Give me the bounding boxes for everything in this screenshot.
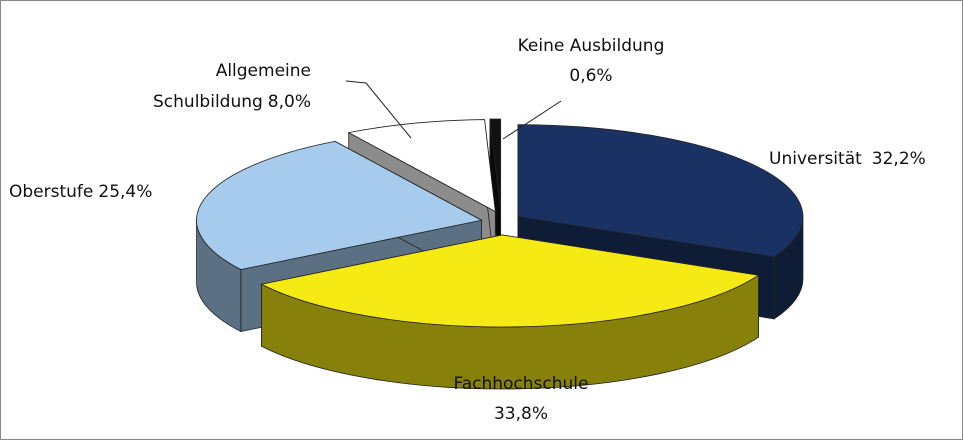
slice-top <box>489 118 502 212</box>
data-label: Fachhochschule 33,8% <box>421 369 621 429</box>
category-label: Keine Ausbildung <box>517 36 665 56</box>
category-label: Allgemeine Schulbildung <box>153 61 311 112</box>
category-label: Fachhochschule <box>453 374 589 394</box>
value-label: 0,6% <box>569 66 613 86</box>
data-label: Keine Ausbildung 0,6% <box>481 31 701 91</box>
data-label: Universität 32,2% <box>769 144 926 174</box>
pie-slice <box>260 234 760 390</box>
slice-top <box>260 234 760 328</box>
data-label: Allgemeine Schulbildung 8,0% <box>121 56 311 118</box>
slices <box>196 118 804 390</box>
pie-slice <box>489 118 502 274</box>
value-label: 32,2% <box>871 149 926 169</box>
slice-top <box>196 140 483 270</box>
category-label: Oberstufe <box>9 182 94 202</box>
leader-line <box>345 80 412 139</box>
value-label: 8,0% <box>267 92 311 112</box>
slice-top <box>517 124 804 258</box>
category-label: Universität <box>769 149 862 169</box>
value-label: 25,4% <box>98 182 153 202</box>
data-label: Oberstufe 25,4% <box>9 177 152 207</box>
value-label: 33,8% <box>493 404 548 424</box>
slice-top <box>347 119 496 213</box>
leader-line <box>502 100 562 140</box>
